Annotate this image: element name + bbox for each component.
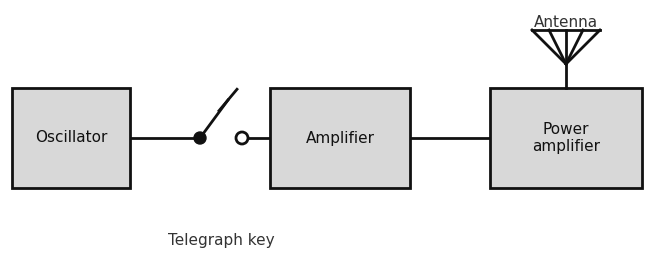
Bar (490, 88, 642, 188)
Circle shape (194, 132, 206, 144)
Bar (12, 88, 130, 188)
Text: Power
amplifier: Power amplifier (532, 122, 600, 154)
Text: Antenna: Antenna (534, 15, 598, 30)
Circle shape (236, 132, 248, 144)
Bar (270, 88, 410, 188)
Text: Amplifier: Amplifier (305, 130, 375, 145)
Text: Oscillator: Oscillator (35, 130, 107, 145)
Text: Telegraph key: Telegraph key (167, 233, 274, 248)
